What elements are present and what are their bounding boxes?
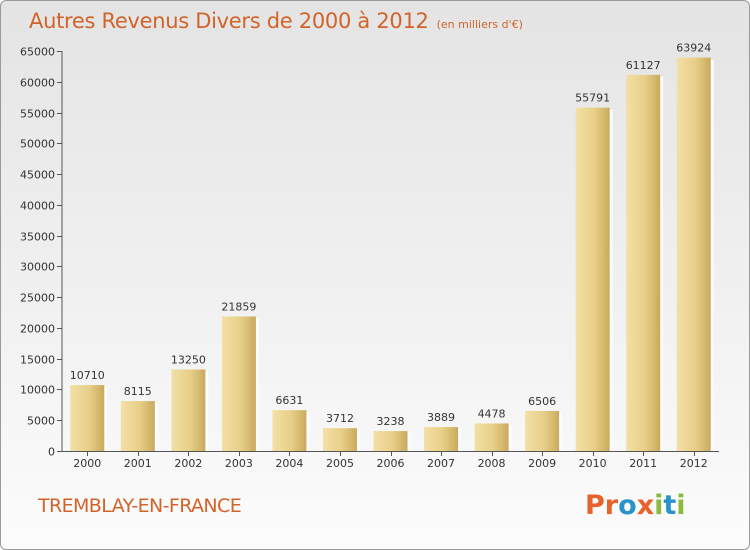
axes: [57, 51, 719, 456]
data-label: 3889: [427, 411, 455, 424]
y-tick-label: 30000: [20, 261, 55, 274]
y-tick-label: 25000: [20, 292, 55, 305]
logo-letter: x: [636, 490, 655, 521]
x-tick-label: 2003: [225, 457, 253, 470]
data-labels: 10710 8115 13250 21859 6631 3712 3238 3889 4478 6…: [70, 42, 711, 428]
bar-2012: [676, 57, 711, 451]
title-row: Autres Revenus Divers de 2000 à 2012 (en …: [29, 9, 523, 33]
x-tick-label: 2002: [174, 457, 202, 470]
bar-2011: [626, 74, 661, 451]
logo-letter: P: [585, 490, 605, 521]
y-tick-labels: 0 5000 10000 15000 20000 25000 30000 35000 40000…: [20, 46, 55, 459]
data-label: 63924: [676, 42, 711, 55]
y-tick-label: 55000: [20, 108, 55, 121]
bar-2010: [575, 107, 610, 451]
bar-shadows: [73, 59, 714, 451]
bar-2006: [373, 431, 408, 451]
bar-2004: [272, 410, 307, 451]
data-label: 13250: [171, 353, 206, 366]
logo-letter: t: [663, 490, 677, 521]
x-tick-label: 2005: [326, 457, 354, 470]
x-tick-labels: 2000 2001 2002 2003 2004 2005 2006 2007 2008 2009…: [73, 457, 707, 470]
chart-title: Autres Revenus Divers de 2000 à 2012: [29, 9, 429, 33]
y-tick-label: 45000: [20, 169, 55, 182]
logo-letter: i: [654, 490, 664, 521]
x-tick-label: 2000: [73, 457, 101, 470]
bar-2000: [70, 385, 105, 451]
x-tick-label: 2010: [579, 457, 607, 470]
data-label: 6631: [275, 394, 303, 407]
x-tick-label: 2008: [478, 457, 506, 470]
data-label: 3712: [326, 412, 354, 425]
y-tick-label: 65000: [20, 46, 55, 59]
x-tick-label: 2006: [377, 457, 405, 470]
bar-2008: [474, 423, 509, 451]
y-tick-label: 60000: [20, 77, 55, 90]
data-label: 10710: [70, 369, 105, 382]
y-tick-label: 50000: [20, 138, 55, 151]
logo-letter: i: [676, 490, 686, 521]
data-label: 6506: [528, 395, 556, 408]
x-tick-label: 2001: [124, 457, 152, 470]
bars: [70, 57, 711, 451]
y-tick-label: 35000: [20, 231, 55, 244]
x-tick-label: 2012: [680, 457, 708, 470]
logo-letter: r: [604, 490, 619, 521]
bar-2003: [221, 316, 256, 451]
bar-2001: [120, 401, 155, 451]
bar-2009: [525, 410, 560, 451]
data-label: 21859: [221, 300, 256, 313]
x-tick-label: 2011: [629, 457, 657, 470]
bar-2005: [322, 428, 357, 451]
chart-subtitle: (en milliers d'€): [436, 18, 523, 31]
data-label: 3238: [377, 415, 405, 428]
location-name: TREMBLAY-EN-FRANCE: [38, 495, 242, 517]
data-label: 55791: [575, 92, 610, 105]
y-tick-label: 10000: [20, 384, 55, 397]
x-tick-label: 2004: [275, 457, 303, 470]
proxiti-logo[interactable]: Proxiti: [585, 490, 686, 521]
y-tick-label: 0: [48, 446, 55, 459]
bar-2002: [171, 369, 206, 451]
data-label: 8115: [124, 385, 152, 398]
data-label: 4478: [478, 407, 506, 420]
x-tick-label: 2009: [528, 457, 556, 470]
y-tick-label: 15000: [20, 354, 55, 367]
y-tick-label: 40000: [20, 200, 55, 213]
y-tick-label: 5000: [27, 415, 55, 428]
logo-letter: o: [618, 490, 637, 521]
x-tick-label: 2007: [427, 457, 455, 470]
bar-2007: [424, 427, 459, 451]
data-label: 61127: [626, 59, 661, 72]
y-tick-label: 20000: [20, 323, 55, 336]
